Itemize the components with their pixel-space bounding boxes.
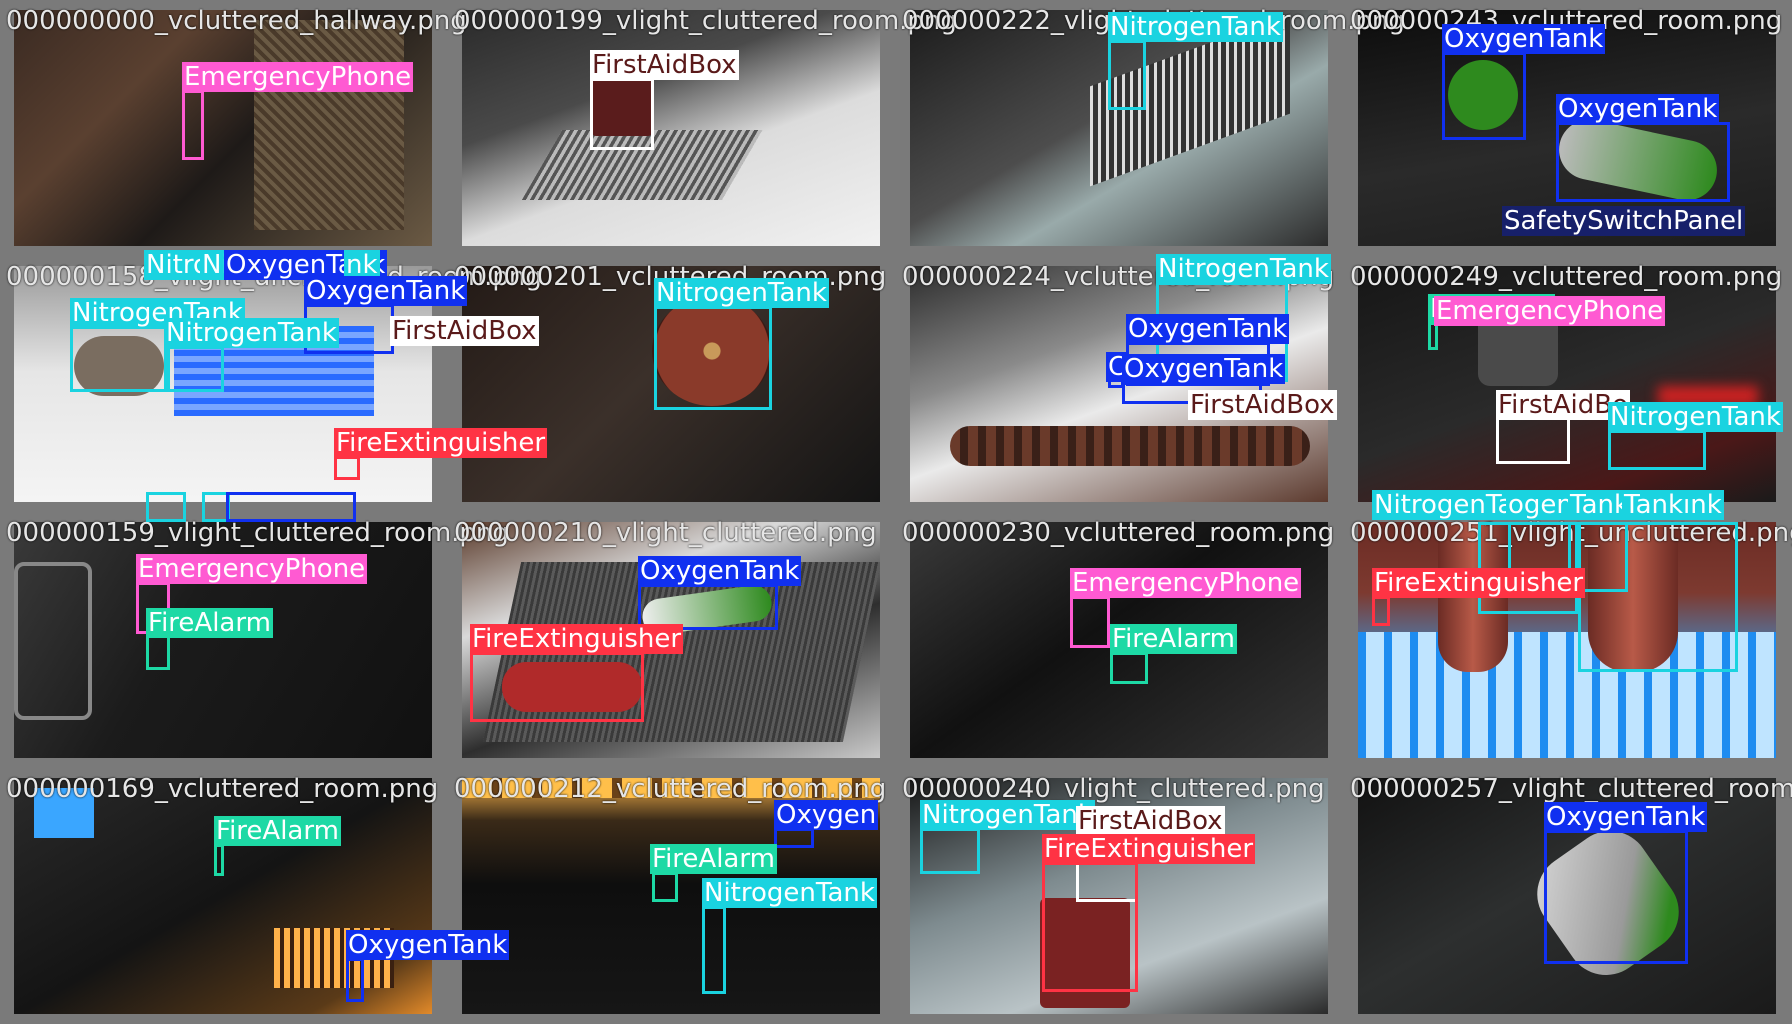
- scene-image: [1358, 522, 1776, 758]
- bounding-box: [334, 456, 360, 480]
- box-label: FirstAidBox: [390, 316, 539, 346]
- image-filename: 000000000_vcluttered_hallway.png: [6, 6, 467, 36]
- mosaic-tile: 000000199_vlight_cluttered_room.png First…: [448, 0, 957, 256]
- scene-image: [462, 10, 880, 246]
- box-label: FireExtinguisher: [1372, 568, 1586, 598]
- bounding-box: [652, 872, 678, 902]
- box-label: EmergencyPhone: [182, 62, 414, 92]
- box-label: OxygenTank: [304, 276, 468, 306]
- bounding-box: [1042, 862, 1138, 992]
- box-label: Tank: [1568, 490, 1632, 520]
- bounding-box: [214, 844, 224, 876]
- bounding-box: [1108, 40, 1146, 110]
- bounding-box: [226, 492, 356, 522]
- box-label: FireAlarm: [650, 844, 777, 874]
- box-label: FireExtinguisher: [334, 428, 548, 458]
- box-label: NitrogenTank: [1608, 402, 1783, 432]
- mosaic-tile: 000000243_vcluttered_room.png OxygenTank O…: [1344, 0, 1792, 256]
- bounding-box: [1496, 416, 1570, 464]
- bounding-box: [920, 828, 980, 874]
- bounding-box: [1110, 652, 1148, 684]
- image-filename: 000000240_vlight_cluttered.png: [902, 774, 1325, 804]
- bounding-box: [70, 326, 170, 392]
- bounding-box: [346, 958, 364, 1002]
- box-label: NitrogenTank: [164, 318, 339, 348]
- box-label: EmergencyPhone: [1434, 296, 1666, 326]
- mosaic-tile: 000000224_vcluttered_room.png NitrogenTan…: [896, 254, 1344, 512]
- box-label: Tankınk: [1622, 490, 1724, 520]
- bounding-box: [1556, 122, 1730, 202]
- image-filename: 000000159_vlight_cluttered_room.png: [6, 518, 509, 548]
- box-label: nk: [344, 250, 380, 280]
- box-label: FireAlarm: [214, 816, 341, 846]
- box-label: FirstAidBox: [1076, 806, 1225, 836]
- box-label: OxygenTank: [638, 556, 802, 586]
- mosaic-tile: 000000257_vlight_cluttered_room.pngOxyge…: [1344, 768, 1792, 1024]
- bounding-box: [1070, 596, 1110, 648]
- mosaic-tile: 000000249_vcluttered_room.pngFireAlarmEm…: [1344, 256, 1792, 512]
- bounding-box: [182, 90, 204, 160]
- box-label: OxygenTank: [1126, 314, 1290, 344]
- box-label: EmergencyPhone: [136, 554, 368, 584]
- image-filename: 000000212_vcluttered_room.png: [454, 774, 887, 804]
- bounding-box: [470, 652, 644, 722]
- box-label: FirstAidBo: [1496, 390, 1630, 420]
- box-label: OxygenTank: [1556, 94, 1720, 124]
- bounding-box: [774, 828, 814, 848]
- mosaic-tile: 000000000_vcluttered_hallway.png Emergenc…: [0, 0, 467, 256]
- image-filename: 000000249_vcluttered_room.png: [1350, 262, 1783, 292]
- box-label: OxygenTank: [1544, 802, 1708, 832]
- bounding-box: [1568, 522, 1628, 592]
- scene-image: [910, 10, 1328, 246]
- box-label: Nitro: [144, 250, 211, 280]
- box-label: SafetySwitchPanel: [1502, 206, 1746, 236]
- box-label: NitrogenTank: [1156, 254, 1331, 284]
- box-label: NitrogenTank: [702, 878, 877, 908]
- mosaic-tile: 000000169_vcluttered_room.png FireAlarm Ox…: [0, 768, 510, 1024]
- box-label: FireAlarm: [146, 608, 273, 638]
- bounding-box: [1608, 430, 1706, 470]
- box-label: Oxygen: [774, 800, 879, 830]
- box-label: NitrogenTank: [920, 800, 1095, 830]
- box-label: OxygenTank: [1122, 354, 1286, 384]
- box-label: FirstAidBox: [590, 50, 739, 80]
- mosaic-tile: 000000240_vlight_cluttered.png NitrogenTa…: [896, 768, 1344, 1024]
- bounding-box: [1428, 322, 1438, 350]
- bounding-box: [146, 634, 170, 670]
- bounding-box: [702, 906, 726, 994]
- mosaic-tile: 000000201_vcluttered_room.png NitrogenTan…: [448, 256, 896, 512]
- mosaic-tile: 000000210_vlight_cluttered.png OxygenTank…: [448, 512, 896, 768]
- mosaic-tile: 000000212_vcluttered_room.png Oxygen FireA…: [448, 768, 896, 1024]
- mosaic-tile: 000000230_vcluttered_room.png EmergencyPh…: [896, 512, 1344, 768]
- scene-image: [14, 778, 432, 1014]
- box-label: NitrogenTank: [654, 278, 829, 308]
- box-label: OxygenTank: [346, 930, 510, 960]
- bounding-box: [1372, 596, 1390, 626]
- box-label: NitrogenTank: [1108, 12, 1283, 42]
- bounding-box: [164, 346, 224, 392]
- mosaic-tile: 000000158_vlight_uncluttered_room.pngNit…: [0, 250, 548, 522]
- image-filename: 000000230_vcluttered_room.png: [902, 518, 1335, 548]
- bounding-box: [654, 306, 772, 410]
- scene-image: [14, 10, 432, 246]
- image-filename: 000000257_vlight_cluttered_room.png: [1350, 774, 1792, 804]
- box-label: FirstAidBox: [1188, 390, 1337, 420]
- mosaic-tile: 000000222_vlight_cluttered_room.pngNitro…: [896, 0, 1405, 256]
- box-label: FireExtinguisher: [1042, 834, 1256, 864]
- box-label: FireAlarm: [1110, 624, 1237, 654]
- image-filename: 000000169_vcluttered_room.png: [6, 774, 439, 804]
- mosaic-tile: 000000159_vlight_cluttered_room.png Emerg…: [0, 512, 509, 768]
- bounding-box: [1544, 830, 1688, 964]
- box-label: EmergencyPhone: [1070, 568, 1302, 598]
- bounding-box: [146, 492, 186, 522]
- box-label: OxygenTank: [1442, 24, 1606, 54]
- image-filename: 000000210_vlight_cluttered.png: [454, 518, 877, 548]
- image-filename: 000000199_vlight_cluttered_room.png: [454, 6, 957, 36]
- box-label: FireExtinguisher: [470, 624, 684, 654]
- mosaic-tile: 000000251_vlight_uncluttered.png Nitrogen…: [1344, 490, 1792, 768]
- bounding-box: [590, 78, 654, 150]
- bounding-box: [1442, 52, 1526, 140]
